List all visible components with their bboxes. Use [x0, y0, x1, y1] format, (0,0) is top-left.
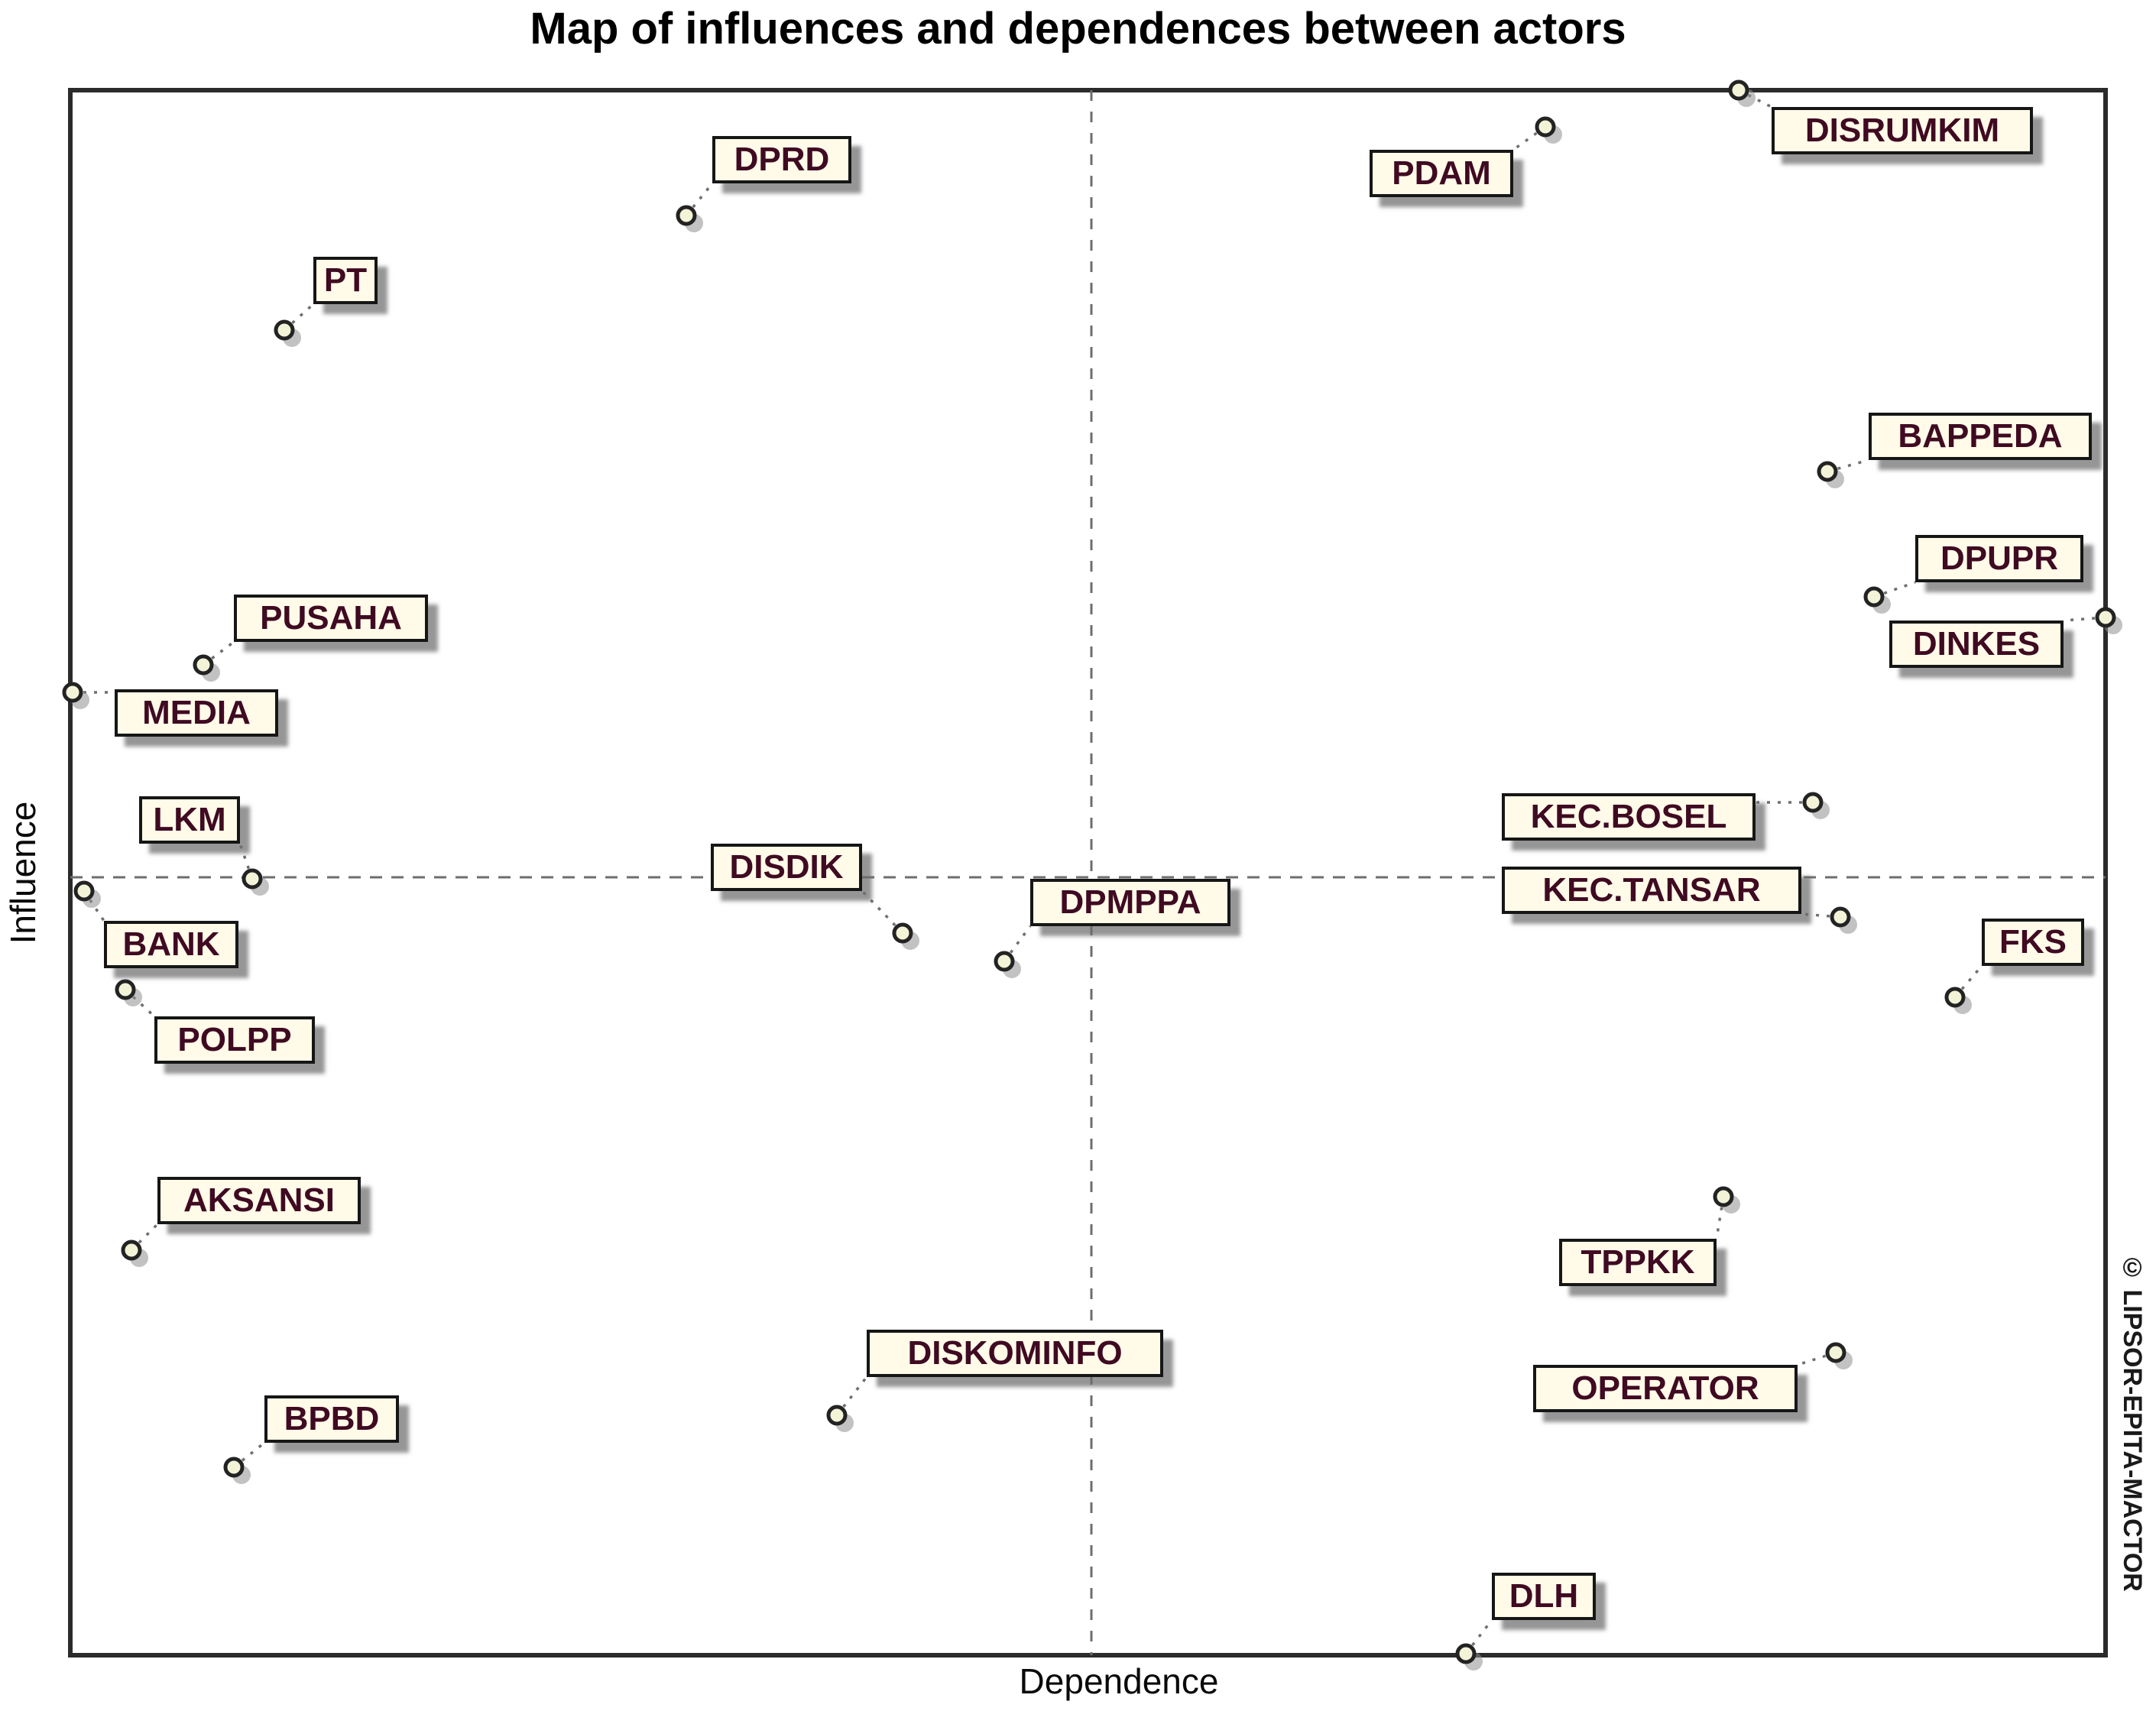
actor-label-bpbd: BPBD: [264, 1395, 399, 1443]
connector-line: [232, 1441, 266, 1469]
connector-line: [1003, 925, 1032, 963]
actor-label-operator: OPERATOR: [1533, 1365, 1798, 1412]
actor-label-kec-bosel: KEC.BOSEL: [1502, 793, 1756, 841]
actor-label-tppkk: TPPKK: [1559, 1239, 1717, 1286]
actor-label-fks: FKS: [1982, 919, 2084, 966]
connector-line: [1827, 459, 1869, 473]
y-axis-label: Influence: [3, 801, 43, 945]
watermark-text: © LIPSOR-EPITA-MACTOR: [2118, 1253, 2147, 1592]
actor-marker-lkm: [242, 868, 263, 890]
actor-marker-dprd: [676, 205, 697, 226]
actor-marker-disdik: [892, 922, 913, 944]
actor-label-lkm: LKM: [139, 796, 240, 844]
plot-border: [68, 88, 2108, 1658]
actor-marker-media: [62, 682, 83, 703]
actor-marker-dlh: [1455, 1643, 1477, 1664]
actor-label-dprd: DPRD: [712, 136, 851, 183]
actor-marker-disrumkim: [1728, 79, 1749, 101]
actor-marker-diskominfo: [826, 1405, 848, 1426]
actor-label-dinkes: DINKES: [1889, 621, 2064, 668]
actor-marker-bpbd: [223, 1457, 245, 1478]
actor-label-pt: PT: [313, 257, 378, 304]
connector-line: [1797, 1351, 1837, 1366]
actor-label-dpupr: DPUPR: [1915, 535, 2083, 582]
connector-line: [685, 182, 714, 217]
connector-line: [1953, 964, 1983, 999]
actor-marker-polpp: [115, 979, 136, 1000]
actor-label-diskominfo: DISKOMINFO: [867, 1330, 1163, 1377]
chart-title: Map of influences and dependences betwee…: [530, 4, 1626, 53]
actor-label-pdam: PDAM: [1370, 150, 1513, 197]
actor-label-media: MEDIA: [115, 689, 278, 737]
actor-marker-aksansi: [121, 1240, 142, 1261]
actor-label-aksansi: AKSANSI: [157, 1177, 361, 1224]
actor-label-bank: BANK: [104, 921, 238, 968]
actor-label-polpp: POLPP: [154, 1016, 315, 1064]
connector-line: [2063, 616, 2106, 622]
actor-label-dlh: DLH: [1492, 1573, 1596, 1620]
actor-marker-dpmppa: [994, 951, 1015, 972]
actor-marker-bappeda: [1817, 461, 1838, 482]
connector-line: [835, 1376, 868, 1417]
actor-marker-dinkes: [2095, 607, 2116, 628]
actor-label-pusaha: PUSAHA: [234, 595, 428, 642]
actor-label-bappeda: BAPPEDA: [1869, 413, 2092, 460]
actor-marker-fks: [1944, 987, 1966, 1008]
actor-marker-kec-bosel: [1802, 792, 1824, 813]
connector-line: [1801, 912, 1841, 919]
connector-line: [124, 988, 156, 1018]
actor-label-kec-tansar: KEC.TANSAR: [1502, 867, 1801, 914]
actor-marker-pt: [274, 319, 295, 341]
actor-label-disdik: DISDIK: [711, 844, 862, 891]
connector-line: [1512, 125, 1547, 151]
actor-marker-tppkk: [1713, 1186, 1734, 1207]
actor-marker-bank: [73, 880, 95, 902]
actor-label-disrumkim: DISRUMKIM: [1772, 107, 2033, 154]
actor-marker-kec-tansar: [1830, 906, 1851, 928]
x-axis-label: Dependence: [1019, 1661, 1219, 1701]
connector-line: [283, 303, 315, 332]
connector-line: [1873, 581, 1916, 598]
actor-marker-dpupr: [1863, 586, 1885, 608]
actor-label-dpmppa: DPMPPA: [1030, 879, 1230, 926]
actor-marker-operator: [1825, 1342, 1846, 1363]
actor-marker-pusaha: [193, 654, 214, 676]
actor-marker-pdam: [1535, 116, 1556, 138]
